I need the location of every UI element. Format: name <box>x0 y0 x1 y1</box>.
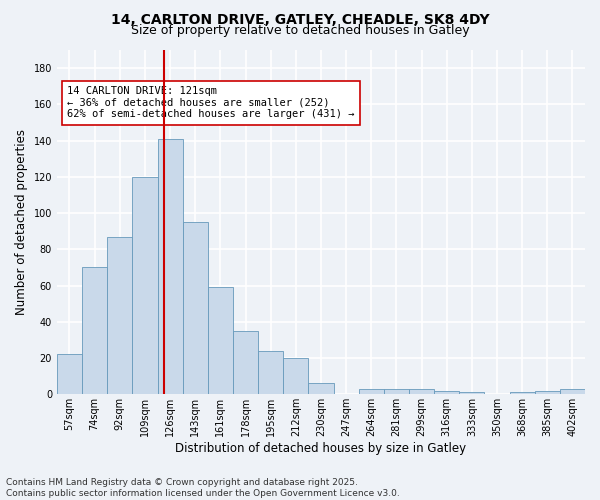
Text: 14, CARLTON DRIVE, GATLEY, CHEADLE, SK8 4DY: 14, CARLTON DRIVE, GATLEY, CHEADLE, SK8 … <box>110 12 490 26</box>
Bar <box>560 389 585 394</box>
Bar <box>409 389 434 394</box>
Bar <box>208 288 233 395</box>
Bar <box>384 389 409 394</box>
Bar <box>233 331 258 394</box>
Bar <box>283 358 308 395</box>
Y-axis label: Number of detached properties: Number of detached properties <box>15 129 28 315</box>
Bar <box>535 390 560 394</box>
Text: Size of property relative to detached houses in Gatley: Size of property relative to detached ho… <box>131 24 469 37</box>
Bar <box>509 392 535 394</box>
X-axis label: Distribution of detached houses by size in Gatley: Distribution of detached houses by size … <box>175 442 467 455</box>
Bar <box>308 384 334 394</box>
Bar <box>82 268 107 394</box>
Bar <box>258 351 283 395</box>
Bar <box>57 354 82 395</box>
Bar <box>107 236 133 394</box>
Bar <box>359 389 384 394</box>
Bar <box>459 392 484 394</box>
Bar <box>182 222 208 394</box>
Bar <box>434 390 459 394</box>
Bar <box>158 139 182 394</box>
Bar <box>133 177 158 394</box>
Text: 14 CARLTON DRIVE: 121sqm
← 36% of detached houses are smaller (252)
62% of semi-: 14 CARLTON DRIVE: 121sqm ← 36% of detach… <box>67 86 355 120</box>
Text: Contains HM Land Registry data © Crown copyright and database right 2025.
Contai: Contains HM Land Registry data © Crown c… <box>6 478 400 498</box>
